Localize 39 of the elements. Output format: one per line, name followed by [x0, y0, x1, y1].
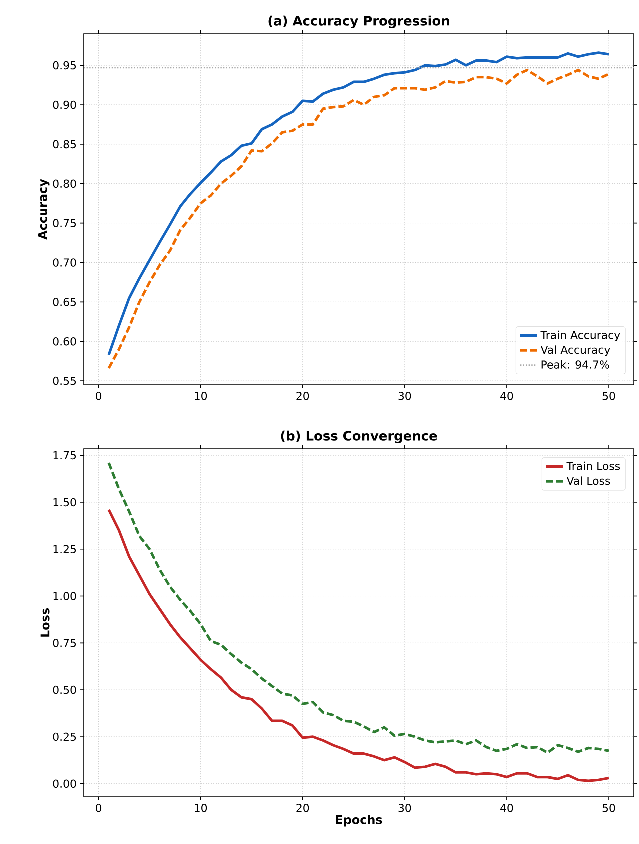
- legend-label: Peak: 94.7%: [542, 360, 610, 369]
- y-tick-label: 0.75: [53, 219, 76, 228]
- y-tick-label: 0.60: [53, 337, 76, 346]
- y-tick-label: 0.25: [53, 732, 76, 742]
- y-tick-label: 0.65: [53, 298, 76, 306]
- y-axis-title: Loss: [40, 608, 50, 637]
- y-axis-title: Accuracy: [38, 179, 50, 240]
- y-tick-label: 0.90: [53, 100, 76, 110]
- x-tick-label: 30: [398, 804, 412, 812]
- chart-title: (a) Accuracy Progression: [268, 16, 450, 28]
- y-tick-label: 1.75: [54, 451, 76, 460]
- y-tick-label: 1.50: [54, 498, 76, 507]
- y-tick-label: 0.80: [53, 180, 76, 188]
- y-tick-label: 0.95: [53, 61, 76, 70]
- y-tick-label: 0.70: [53, 258, 76, 267]
- x-tick-label: 10: [195, 804, 208, 812]
- x-tick-label: 40: [500, 804, 514, 812]
- legend-label: Val Accuracy: [540, 346, 610, 356]
- y-tick-label: 0.55: [53, 376, 76, 386]
- y-tick-label: 0.75: [53, 639, 76, 648]
- x-tick-label: 0: [96, 804, 102, 812]
- legend-label: Train Loss: [566, 462, 620, 470]
- y-tick-label: 0.00: [53, 780, 76, 788]
- x-tick-label: 20: [296, 804, 310, 812]
- x-tick-label: 10: [195, 392, 208, 400]
- x-tick-label: 0: [96, 392, 102, 400]
- y-tick-label: 0.50: [53, 686, 76, 694]
- y-tick-label: 1.25: [54, 545, 76, 554]
- chart-title: (b) Loss Convergence: [281, 430, 438, 444]
- legend-label: Train Accuracy: [540, 330, 620, 342]
- x-tick-label: 50: [602, 392, 616, 400]
- x-axis-title: Epochs: [336, 815, 382, 827]
- x-tick-label: 50: [602, 804, 616, 812]
- x-tick-label: 40: [500, 392, 514, 400]
- x-tick-label: 20: [296, 392, 310, 400]
- y-tick-label: 1.00: [54, 592, 76, 600]
- y-tick-label: 0.85: [53, 140, 76, 149]
- x-tick-label: 30: [398, 392, 412, 400]
- legend-label: Val Loss: [566, 476, 610, 486]
